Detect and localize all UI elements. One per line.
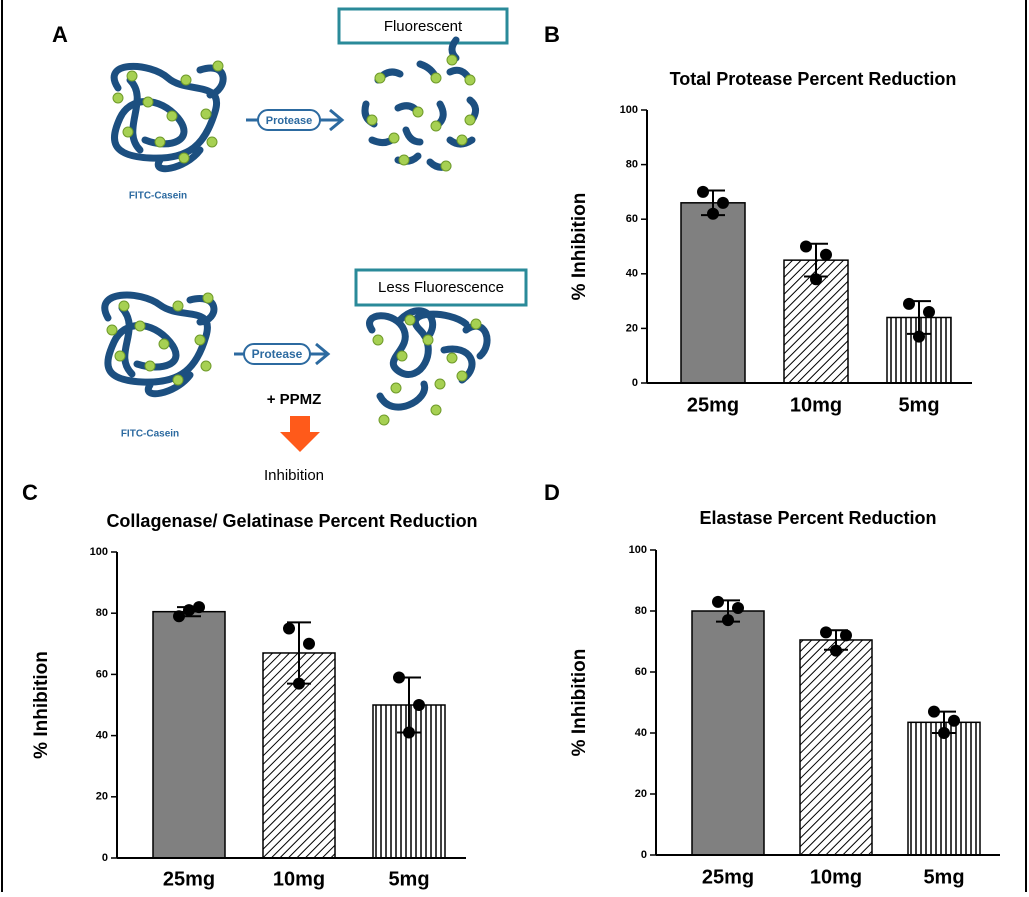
data-point xyxy=(903,298,915,310)
y-tick-label: 40 xyxy=(635,727,647,739)
data-point xyxy=(697,186,709,198)
data-point xyxy=(820,626,832,638)
substrate-label: FITC-Casein xyxy=(121,429,179,440)
data-point xyxy=(830,645,842,657)
y-tick-label: 100 xyxy=(90,546,108,558)
data-point xyxy=(183,604,195,616)
outcome-label: Inhibition xyxy=(264,467,324,484)
data-point xyxy=(712,596,724,608)
inhibition-arrow xyxy=(280,416,320,452)
data-point xyxy=(283,623,295,635)
panel-label: D xyxy=(544,480,560,505)
y-tick-label: 40 xyxy=(626,268,638,280)
data-point xyxy=(717,197,729,209)
x-tick-label: 25mg xyxy=(687,394,739,416)
data-point xyxy=(403,727,415,739)
bar xyxy=(692,611,764,855)
data-point xyxy=(303,638,315,650)
data-point xyxy=(293,678,305,690)
y-tick-label: 20 xyxy=(626,322,638,334)
y-axis-label: % Inhibition xyxy=(569,649,590,757)
x-tick-label: 5mg xyxy=(898,394,939,416)
result-text: Less Fluorescence xyxy=(378,279,504,296)
y-tick-label: 0 xyxy=(641,849,647,861)
data-point xyxy=(800,241,812,253)
data-point xyxy=(722,614,734,626)
y-tick-label: 80 xyxy=(635,605,647,617)
chart-title: Collagenase/ Gelatinase Percent Reductio… xyxy=(106,511,477,531)
panel-label: B xyxy=(544,22,560,47)
x-tick-label: 5mg xyxy=(388,868,429,890)
x-tick-label: 10mg xyxy=(810,866,862,888)
chart-title: Total Protease Percent Reduction xyxy=(670,69,957,89)
data-point xyxy=(840,629,852,641)
x-tick-label: 25mg xyxy=(702,866,754,888)
bar xyxy=(681,203,745,383)
y-tick-label: 60 xyxy=(635,666,647,678)
data-point xyxy=(928,706,940,718)
enzyme-label: Protease xyxy=(266,115,312,127)
result-text: Fluorescent xyxy=(384,18,463,35)
x-tick-label: 25mg xyxy=(163,868,215,890)
data-point xyxy=(820,249,832,261)
data-point xyxy=(923,306,935,318)
figure: A B C D Fluorescent Less Fluorescence FI… xyxy=(0,0,1029,892)
bar xyxy=(153,612,225,858)
treatment-label: + PPMZ xyxy=(267,391,322,408)
panel-label: A xyxy=(52,22,68,47)
y-axis-label: % Inhibition xyxy=(31,651,52,759)
panel-label: C xyxy=(22,480,38,505)
y-tick-label: 20 xyxy=(96,791,108,803)
y-tick-label: 40 xyxy=(96,730,108,742)
bar xyxy=(800,640,872,855)
data-point xyxy=(810,273,822,285)
x-tick-label: 5mg xyxy=(923,866,964,888)
y-tick-label: 80 xyxy=(626,159,638,171)
y-tick-label: 0 xyxy=(632,377,638,389)
y-tick-label: 20 xyxy=(635,788,647,800)
x-tick-label: 10mg xyxy=(790,394,842,416)
bar xyxy=(908,722,980,855)
y-tick-label: 0 xyxy=(102,852,108,864)
chart-title: Elastase Percent Reduction xyxy=(699,508,936,528)
data-point xyxy=(938,727,950,739)
casein-fragments xyxy=(365,40,476,167)
y-tick-label: 60 xyxy=(626,213,638,225)
y-tick-label: 100 xyxy=(629,544,647,556)
substrate-label: FITC-Casein xyxy=(129,191,187,202)
x-tick-label: 10mg xyxy=(273,868,325,890)
data-point xyxy=(948,715,960,727)
data-point xyxy=(913,331,925,343)
y-tick-label: 80 xyxy=(96,607,108,619)
diagram: Fluorescent Less Fluorescence FITC-Casei… xyxy=(105,9,526,484)
y-axis-label: % Inhibition xyxy=(569,193,590,301)
data-point xyxy=(707,208,719,220)
casein-partial xyxy=(370,311,487,407)
data-point xyxy=(393,671,405,683)
data-point xyxy=(413,699,425,711)
y-tick-label: 100 xyxy=(620,104,638,116)
data-point xyxy=(732,602,744,614)
y-tick-label: 60 xyxy=(96,668,108,680)
enzyme-label: Protease xyxy=(252,347,303,361)
data-point xyxy=(173,610,185,622)
